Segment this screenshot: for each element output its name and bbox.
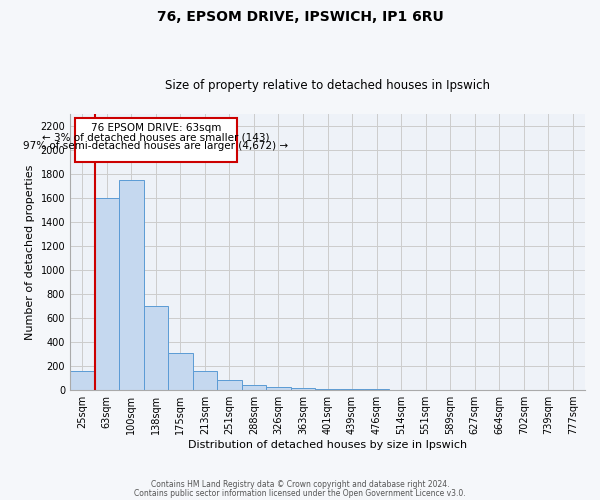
Bar [242, 384, 266, 390]
Bar [217, 380, 242, 390]
Bar [119, 180, 143, 390]
Bar [291, 388, 315, 390]
Bar [266, 387, 291, 390]
Bar [315, 389, 340, 390]
Bar [168, 353, 193, 390]
Bar [143, 306, 168, 390]
Bar [70, 371, 95, 390]
Text: 97% of semi-detached houses are larger (4,672) →: 97% of semi-detached houses are larger (… [23, 141, 289, 151]
Bar [95, 198, 119, 390]
Bar [193, 372, 217, 390]
Y-axis label: Number of detached properties: Number of detached properties [25, 164, 35, 340]
Title: Size of property relative to detached houses in Ipswich: Size of property relative to detached ho… [165, 79, 490, 92]
X-axis label: Distribution of detached houses by size in Ipswich: Distribution of detached houses by size … [188, 440, 467, 450]
Text: 76, EPSOM DRIVE, IPSWICH, IP1 6RU: 76, EPSOM DRIVE, IPSWICH, IP1 6RU [157, 10, 443, 24]
Text: Contains public sector information licensed under the Open Government Licence v3: Contains public sector information licen… [134, 490, 466, 498]
Text: 76 EPSOM DRIVE: 63sqm: 76 EPSOM DRIVE: 63sqm [91, 123, 221, 133]
Text: Contains HM Land Registry data © Crown copyright and database right 2024.: Contains HM Land Registry data © Crown c… [151, 480, 449, 489]
FancyBboxPatch shape [75, 118, 237, 162]
Text: ← 3% of detached houses are smaller (143): ← 3% of detached houses are smaller (143… [42, 132, 269, 142]
Bar [364, 389, 389, 390]
